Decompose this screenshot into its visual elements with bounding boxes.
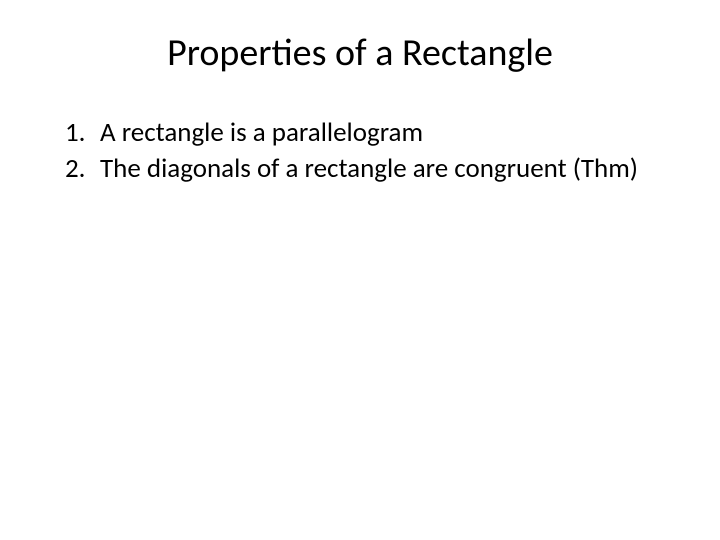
list-item-number: 1. — [65, 116, 100, 150]
properties-list: 1. A rectangle is a parallelogram 2. The… — [50, 116, 670, 186]
list-item-text: A rectangle is a parallelogram — [100, 116, 670, 150]
slide-container: Properties of a Rectangle 1. A rectangle… — [0, 0, 720, 540]
list-item: 2. The diagonals of a rectangle are cong… — [65, 152, 670, 186]
list-item-text: The diagonals of a rectangle are congrue… — [100, 152, 670, 186]
list-item-number: 2. — [65, 152, 100, 186]
slide-title: Properties of a Rectangle — [50, 30, 670, 76]
list-item: 1. A rectangle is a parallelogram — [65, 116, 670, 150]
